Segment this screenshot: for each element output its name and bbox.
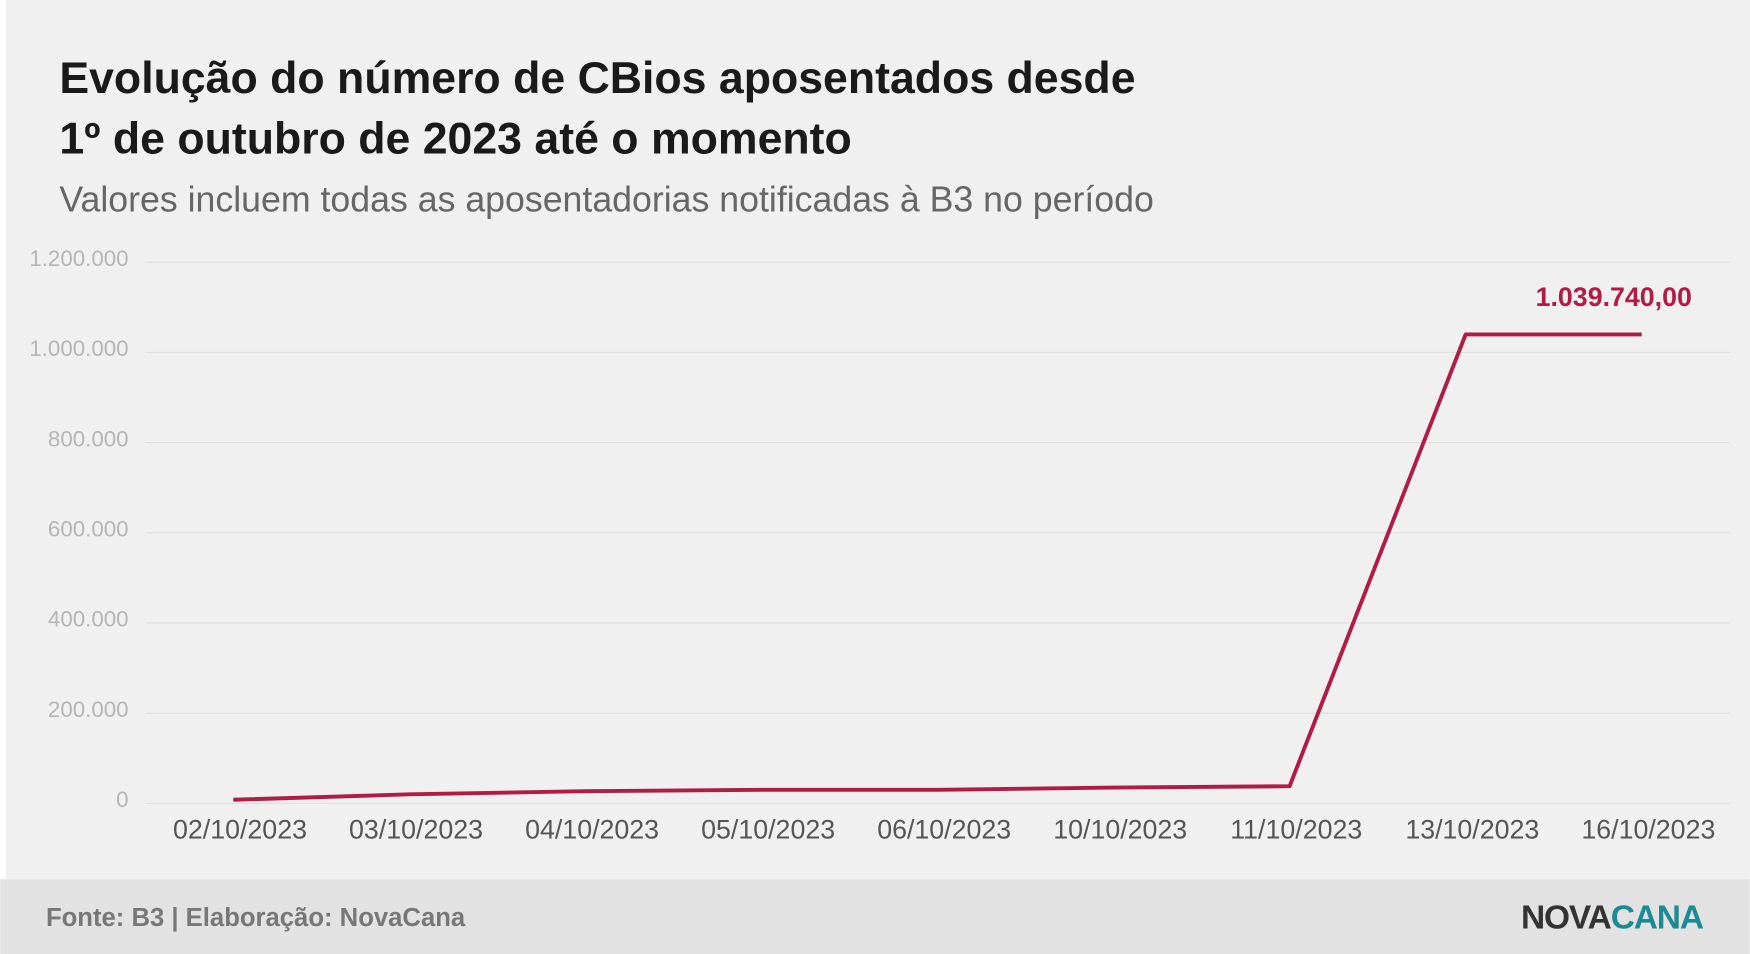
y-tick-label: 800.000 xyxy=(48,426,129,451)
y-tick-label: 400.000 xyxy=(48,607,129,632)
x-tick-label: 04/10/2023 xyxy=(525,814,659,844)
x-tick-label: 11/10/2023 xyxy=(1230,814,1362,844)
chart-title: 1º de outubro de 2023 até o momento xyxy=(59,115,851,164)
line-series xyxy=(233,332,1642,802)
source: Fonte: B3 | Elaboração: NovaCana xyxy=(46,904,466,932)
background xyxy=(5,0,1750,880)
x-tick-label: 13/10/2023 xyxy=(1405,814,1539,844)
x-tick-label: 10/10/2023 xyxy=(1053,814,1187,844)
logo-part: CANA xyxy=(1611,899,1704,936)
y-tick-label: 200.000 xyxy=(48,697,129,722)
y-tick-label: 600.000 xyxy=(48,516,129,541)
logo: NOVACANA xyxy=(1521,899,1704,936)
x-tick-label: 05/10/2023 xyxy=(701,814,835,844)
y-tick-label: 1.000.000 xyxy=(29,336,128,361)
y-tick-label: 0 xyxy=(116,787,128,812)
value-label: 1.039.740,00 xyxy=(1536,282,1692,312)
footer-bar xyxy=(0,879,1750,954)
chart-title: Evolução do número de CBios aposentados … xyxy=(59,54,1135,103)
y-tick-label: 1.200.000 xyxy=(29,246,128,271)
x-tick-label: 16/10/2023 xyxy=(1581,814,1715,844)
x-tick-label: 06/10/2023 xyxy=(877,814,1011,844)
x-tick-label: 03/10/2023 xyxy=(349,814,483,844)
chart-subtitle: Valores incluem todas as aposentadorias … xyxy=(59,179,1153,219)
x-tick-label: 02/10/2023 xyxy=(173,814,307,844)
logo-part: NOVA xyxy=(1521,899,1612,936)
